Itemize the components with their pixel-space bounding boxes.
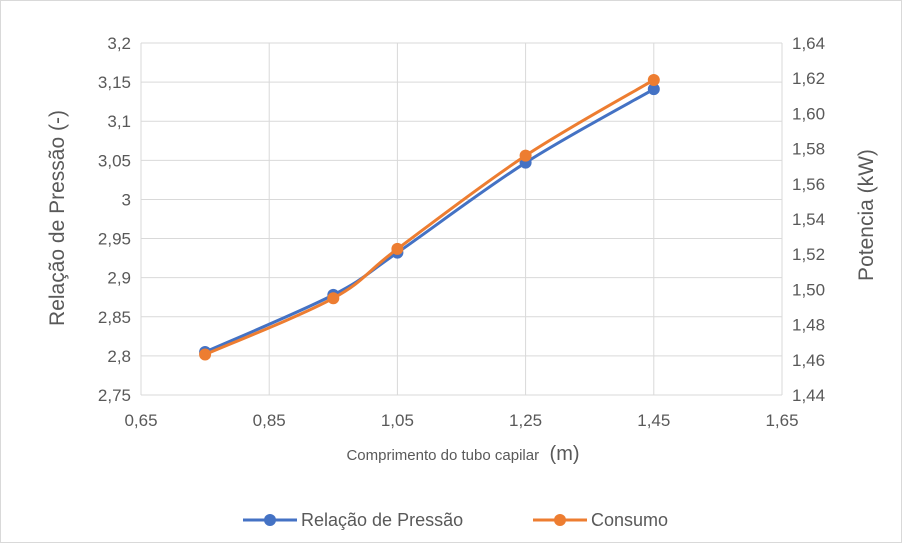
y2-tick-label: 1,44 — [792, 386, 825, 405]
legend-item: Consumo — [533, 510, 668, 530]
legend: Relação de Pressão Consumo — [243, 510, 668, 530]
y-tick-label: 2,75 — [98, 386, 131, 405]
x-axis-ticks: 0,65 0,85 1,05 1,25 1,45 1,65 — [124, 411, 798, 430]
plot-series — [199, 73, 660, 361]
y2-tick-label: 1,60 — [792, 104, 825, 123]
legend-label: Consumo — [591, 510, 668, 530]
data-point — [647, 83, 660, 96]
x-axis-title-text: Comprimento do tubo capilar — [346, 447, 539, 464]
y2-tick-label: 1,64 — [792, 34, 825, 53]
y-axis-right-ticks: 1,44 1,46 1,48 1,50 1,52 1,54 1,56 1,58 1,60 1,62… — [792, 34, 825, 405]
y-axis-right-title: Potencia (kW) — [855, 149, 878, 281]
x-tick-label: 1,65 — [765, 411, 798, 430]
y-axis-left-title: Relação de Pressão (-) — [46, 110, 69, 326]
x-tick-label: 0,65 — [124, 411, 157, 430]
y-tick-label: 3,2 — [107, 34, 131, 53]
data-point — [327, 292, 340, 305]
x-tick-label: 1,45 — [637, 411, 670, 430]
y2-tick-label: 1,58 — [792, 140, 825, 159]
data-point — [391, 242, 404, 255]
series-2 — [199, 73, 660, 361]
legend-marker — [554, 514, 566, 526]
y2-tick-label: 1,48 — [792, 316, 825, 335]
data-point — [199, 348, 212, 361]
y2-tick-label: 1,46 — [792, 351, 825, 370]
series-line — [203, 87, 656, 354]
y2-tick-label: 1,54 — [792, 210, 825, 229]
legend-label: Relação de Pressão — [301, 510, 463, 530]
y-tick-label: 3 — [122, 190, 131, 209]
x-tick-label: 1,25 — [509, 411, 542, 430]
legend-marker — [264, 514, 276, 526]
x-tick-label: 1,05 — [381, 411, 414, 430]
data-point — [647, 73, 660, 86]
data-point — [519, 149, 532, 162]
y-tick-label: 3,15 — [98, 73, 131, 92]
y-axis-left-ticks: 2,75 2,8 2,85 2,9 2,95 3 3,05 3,1 3,15 3,2 — [98, 34, 131, 405]
y-tick-label: 2,9 — [107, 269, 131, 288]
y2-tick-label: 1,56 — [792, 175, 825, 194]
series-line — [203, 78, 656, 357]
y2-tick-label: 1,62 — [792, 69, 825, 88]
x-axis-title-unit: (m) — [550, 443, 580, 465]
y-tick-label: 2,8 — [107, 347, 131, 366]
y2-tick-label: 1,50 — [792, 280, 825, 299]
legend-item: Relação de Pressão — [243, 510, 463, 530]
y2-tick-label: 1,52 — [792, 245, 825, 264]
y-tick-label: 3,1 — [107, 112, 131, 131]
y-tick-label: 2,85 — [98, 308, 131, 327]
y-tick-label: 3,05 — [98, 151, 131, 170]
y-tick-label: 2,95 — [98, 230, 131, 249]
x-tick-label: 0,85 — [253, 411, 286, 430]
x-axis-title: Comprimento do tubo capilar (m) — [346, 443, 579, 465]
